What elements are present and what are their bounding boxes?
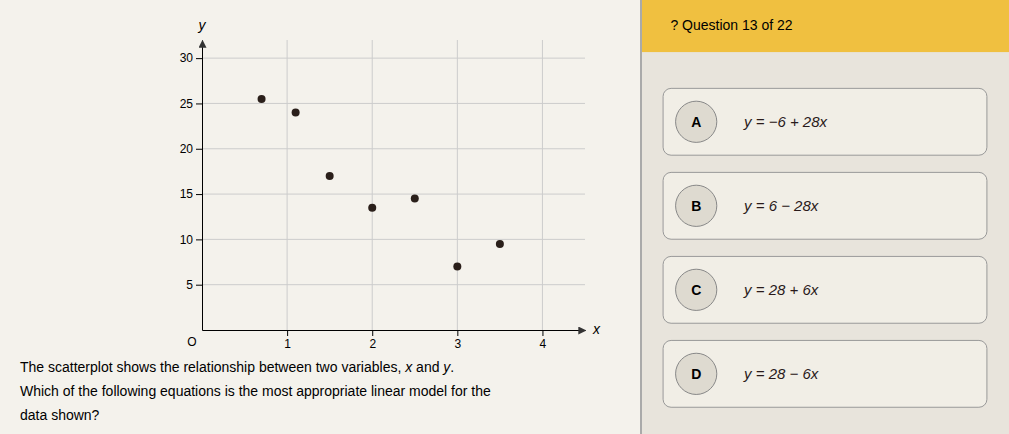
choice-box[interactable]	[663, 340, 987, 407]
header-text: ? Question 13 of 22	[670, 17, 792, 33]
y-tick-label: 30	[180, 51, 194, 65]
grid-line-x	[372, 40, 373, 330]
x-axis-line	[203, 330, 586, 331]
x-axis-label: x	[592, 321, 601, 337]
y-tick: 30	[180, 51, 202, 65]
y-tick: 10	[180, 233, 202, 247]
body-line: Which of the following equations is the …	[20, 383, 491, 399]
grid-line-x	[287, 40, 288, 330]
x-tick: 1	[284, 330, 291, 351]
choice-circle	[676, 185, 717, 226]
chart-root: 1 2 3 4 5 10 15 20 25 30 x y O The scatterplot shows …	[0, 0, 1009, 434]
choice-label: A	[691, 114, 701, 130]
grid-line-y	[202, 194, 585, 195]
body-line: data shown?	[20, 407, 100, 423]
y-tick-label: 20	[180, 142, 194, 156]
left-panel	[0, 0, 641, 434]
y-tick-mark	[196, 58, 202, 59]
grid-line-y	[202, 148, 585, 149]
x-tick-label: 1	[284, 337, 291, 351]
x-tick-mark	[457, 330, 458, 336]
y-axis: 5 10 15 20 25 30	[180, 41, 203, 331]
point	[292, 109, 300, 117]
point	[326, 172, 334, 180]
x-tick: 3	[454, 330, 461, 351]
y-tick-mark	[196, 194, 202, 195]
choice[interactable]: Cy = 28 + 6x	[663, 256, 987, 323]
point	[368, 204, 376, 212]
x-tick: 2	[369, 330, 376, 351]
choice-label: C	[691, 282, 701, 298]
right-panel	[641, 0, 1009, 434]
x-tick-label: 4	[540, 337, 547, 351]
choice-equation: y = 28 + 6x	[743, 281, 819, 298]
choice-circle	[676, 101, 717, 142]
y-tick-label: 10	[180, 233, 194, 247]
choice[interactable]: Dy = 28 − 6x	[663, 340, 987, 407]
x-tick-mark	[542, 330, 543, 336]
body-text-part: .	[450, 359, 454, 375]
grid-line-x	[457, 40, 458, 330]
grid	[202, 40, 585, 330]
grid-line-y	[202, 103, 585, 104]
y-tick: 25	[180, 97, 202, 111]
y-tick-label: 25	[180, 97, 194, 111]
y-axis-line	[202, 41, 203, 331]
body-line: The scatterplot shows the relationship b…	[20, 359, 454, 375]
points	[258, 95, 504, 271]
body-text-part: and	[412, 359, 443, 375]
y-tick-mark	[196, 239, 202, 240]
choice[interactable]: By = 6 − 28x	[663, 172, 987, 239]
x-tick-mark	[372, 330, 373, 336]
choice-equation: y = −6 + 28x	[743, 113, 827, 130]
point	[496, 240, 504, 248]
x-tick-mark	[287, 330, 288, 336]
y-tick: 15	[180, 187, 202, 201]
choice[interactable]: Ay = −6 + 28x	[663, 88, 987, 155]
body-text-part: The scatterplot shows the relationship b…	[20, 359, 405, 375]
y-axis-label: y	[198, 17, 207, 33]
point	[258, 95, 266, 103]
grid-line-y	[202, 239, 585, 240]
divider	[640, 0, 642, 434]
grid-line-x	[542, 40, 543, 330]
choice-box[interactable]	[663, 88, 987, 155]
origin-label: O	[187, 335, 196, 349]
y-tick-label: 15	[180, 187, 194, 201]
y-tick: 20	[180, 142, 202, 156]
choice-equation: y = 6 − 28x	[743, 197, 819, 214]
x-axis: 1 2 3 4	[203, 330, 586, 351]
x-tick: 4	[540, 330, 547, 351]
x-tick-label: 3	[454, 337, 461, 351]
header-bar	[641, 0, 1009, 52]
y-tick-label: 5	[186, 278, 193, 292]
y-tick: 5	[186, 278, 202, 292]
point	[453, 263, 461, 271]
choice-box[interactable]	[663, 172, 987, 239]
y-tick-mark	[196, 103, 202, 104]
y-tick-mark	[196, 149, 202, 150]
choice-box[interactable]	[663, 256, 987, 323]
choice-circle	[676, 269, 717, 310]
x-tick-label: 2	[369, 337, 376, 351]
choice-equation: y = 28 − 6x	[743, 365, 819, 382]
choice-circle	[676, 353, 717, 394]
point	[411, 195, 419, 203]
grid-line-y	[202, 58, 585, 59]
choice-label: D	[691, 366, 701, 382]
grid-line-y	[202, 284, 585, 285]
y-tick-mark	[196, 285, 202, 286]
choice-label: B	[691, 198, 701, 214]
